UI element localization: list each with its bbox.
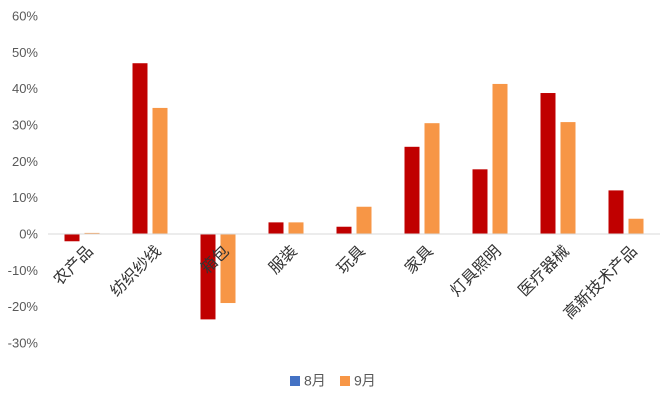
bar-aug-7 bbox=[540, 93, 556, 234]
bar-aug-6 bbox=[472, 169, 488, 234]
bar-sep-5 bbox=[424, 123, 440, 234]
legend-marker bbox=[290, 376, 300, 386]
legend-label: 8月 bbox=[304, 373, 326, 389]
legend-marker bbox=[340, 376, 350, 386]
category-label: 家具 bbox=[401, 241, 437, 277]
category-label: 灯具照明 bbox=[446, 241, 505, 300]
bar-sep-3 bbox=[288, 222, 304, 234]
y-tick-label: -30% bbox=[8, 336, 39, 351]
category-label: 服装 bbox=[265, 241, 301, 277]
legend-label: 9月 bbox=[354, 373, 376, 389]
bars bbox=[64, 63, 644, 320]
legend: 8月 9月 bbox=[290, 373, 376, 389]
bar-aug-5 bbox=[404, 146, 420, 234]
category-label: 农产品 bbox=[49, 241, 96, 288]
category-label: 医疗器械 bbox=[514, 241, 573, 300]
bar-sep-6 bbox=[492, 83, 508, 235]
y-tick-label: 30% bbox=[12, 118, 38, 133]
category-label: 高新技术产品 bbox=[560, 241, 641, 322]
bar-aug-0 bbox=[64, 234, 80, 242]
bar-aug-8 bbox=[608, 190, 624, 234]
y-tick-label: 10% bbox=[12, 190, 38, 205]
bar-sep-0 bbox=[84, 232, 100, 234]
y-tick-label: -10% bbox=[8, 263, 39, 278]
bar-sep-7 bbox=[560, 122, 576, 234]
y-tick-label: 50% bbox=[12, 45, 38, 60]
bar-aug-3 bbox=[268, 222, 284, 234]
bar-aug-1 bbox=[132, 63, 148, 234]
y-tick-label: 60% bbox=[12, 9, 38, 24]
category-label: 玩具 bbox=[333, 241, 369, 277]
bar-sep-4 bbox=[356, 206, 372, 234]
bar-aug-4 bbox=[336, 226, 352, 234]
y-tick-label: 40% bbox=[12, 81, 38, 96]
bar-sep-2 bbox=[220, 234, 236, 304]
bar-sep-8 bbox=[628, 218, 644, 234]
bar-aug-2 bbox=[200, 234, 216, 320]
y-tick-label: 20% bbox=[12, 154, 38, 169]
y-axis-ticks: -30% -20% -10% 0% 10% 20% 30% 40% 50% 60% bbox=[8, 9, 39, 351]
bar-sep-1 bbox=[152, 107, 168, 234]
category-label: 纺织纱线 bbox=[106, 241, 165, 300]
y-tick-label: -20% bbox=[8, 299, 39, 314]
y-tick-label: 0% bbox=[19, 227, 38, 242]
